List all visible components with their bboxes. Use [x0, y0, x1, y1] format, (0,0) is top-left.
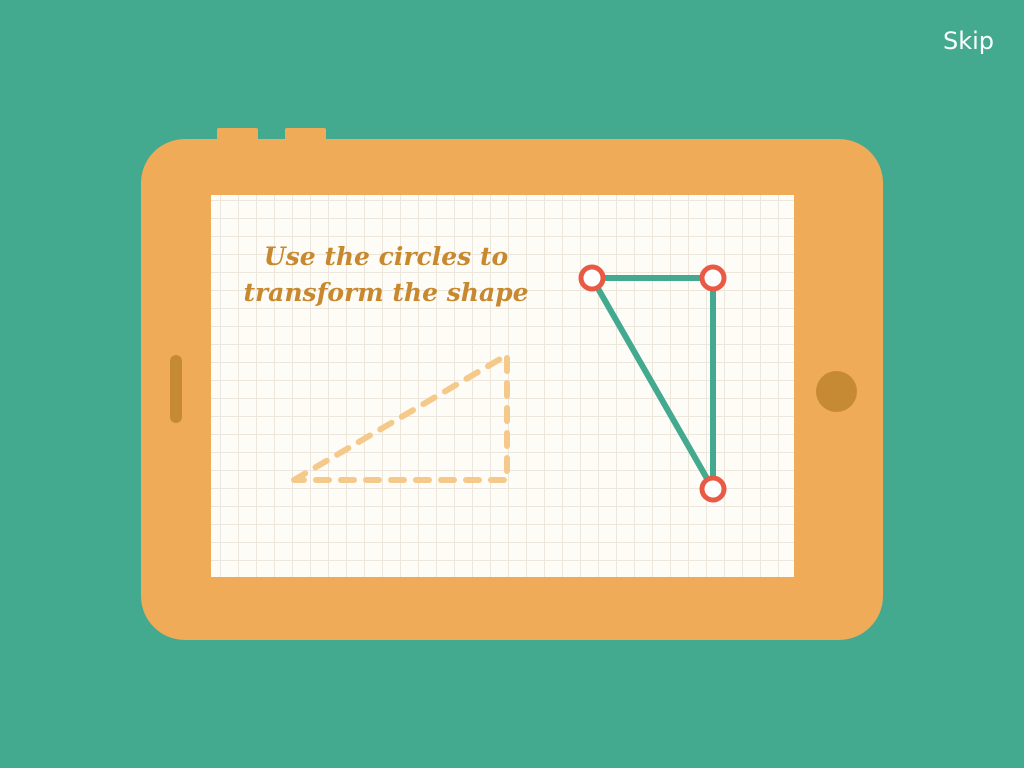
instruction-text: Use the circles to transform the shape	[211, 239, 561, 311]
shape-handle-top-left[interactable]	[578, 264, 606, 292]
shape-canvas	[291, 264, 727, 503]
transformable-triangle	[589, 275, 716, 492]
tablet-screen: Use the circles to transform the shape	[211, 195, 794, 577]
target-shape-outline	[291, 352, 510, 483]
shape-handle-top-right[interactable]	[699, 264, 727, 292]
instruction-line-2: transform the shape	[243, 278, 529, 307]
shape-handle-bottom[interactable]	[699, 475, 727, 503]
instruction-line-1: Use the circles to	[263, 242, 509, 271]
device-side-slot	[170, 355, 182, 423]
skip-button[interactable]: Skip	[942, 27, 994, 55]
home-button-icon[interactable]	[816, 371, 857, 412]
